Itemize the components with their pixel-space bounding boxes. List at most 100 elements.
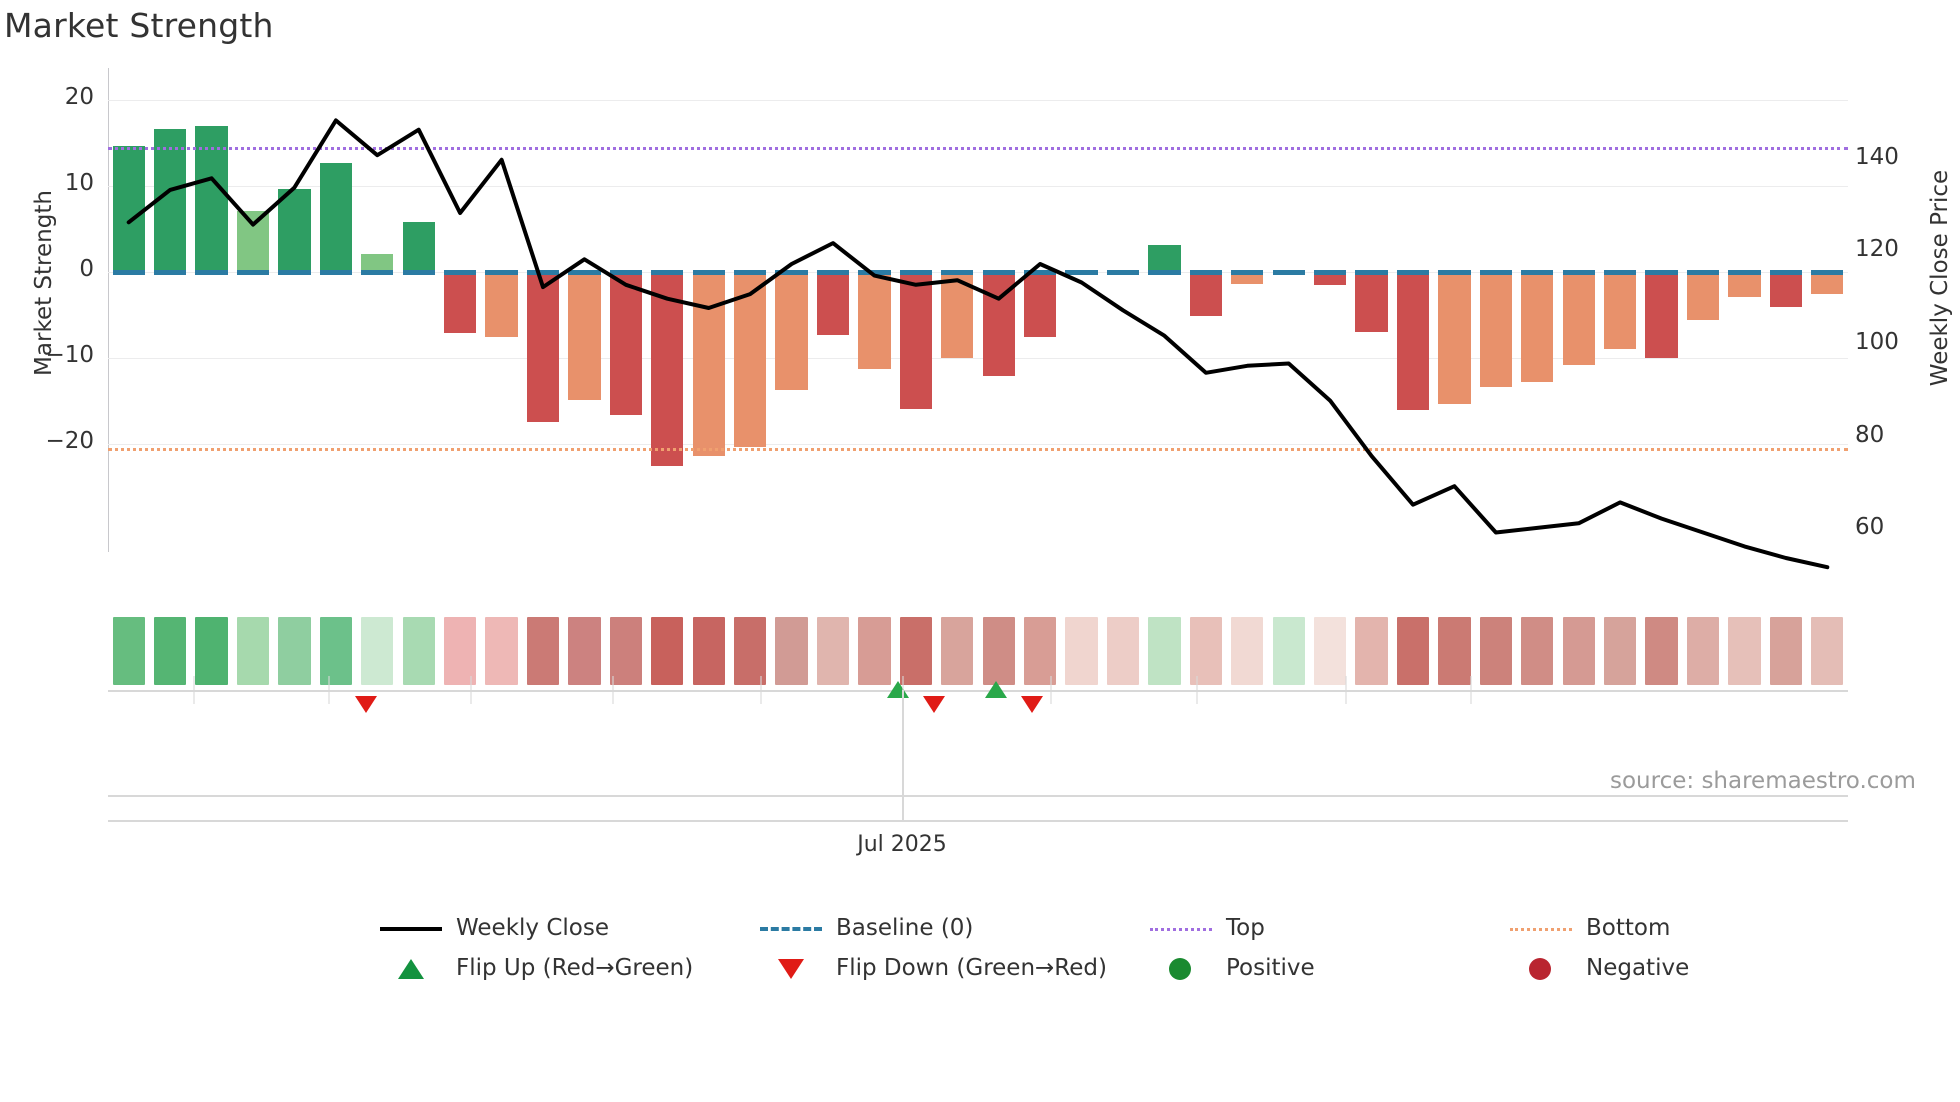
axis-rule-lower — [108, 820, 1848, 822]
heatmap-cell — [1065, 617, 1098, 685]
baseline-segment — [1645, 270, 1678, 275]
baseline-segment — [568, 270, 601, 275]
y-tick-right: 80 — [1855, 421, 1885, 448]
bar — [112, 145, 145, 272]
dashed-line-swatch-icon — [760, 917, 822, 939]
baseline-segment — [1686, 270, 1720, 275]
y-tick-left: 10 — [64, 170, 94, 196]
baseline-segment — [361, 270, 394, 275]
y-tick-right: 120 — [1855, 236, 1899, 263]
baseline-segment — [775, 270, 808, 275]
legend-item-flip-up[interactable]: Flip Up (Red→Green) — [380, 955, 693, 981]
baseline-segment — [278, 270, 311, 275]
baseline-segment — [195, 270, 228, 275]
baseline-segment — [1438, 270, 1471, 275]
legend-item-weekly-close[interactable]: Weekly Close — [380, 915, 609, 941]
heatmap-cell — [1479, 617, 1512, 685]
bar — [1479, 272, 1512, 388]
bar — [1728, 272, 1761, 297]
bar — [1231, 272, 1264, 285]
marker-row-tick — [760, 676, 762, 704]
baseline-segment — [402, 270, 435, 275]
heatmap-cell — [692, 617, 725, 685]
heatmap-cell — [526, 617, 560, 685]
heatmap-cell — [195, 617, 228, 685]
marker-row-tick — [193, 676, 195, 704]
baseline-segment — [1479, 270, 1512, 275]
top-reference-line — [108, 147, 1848, 151]
legend-item-positive[interactable]: Positive — [1150, 955, 1315, 981]
legend-label: Top — [1226, 915, 1265, 941]
baseline-segment — [1148, 270, 1181, 275]
green-circle-icon — [1150, 957, 1212, 980]
legend-item-bottom[interactable]: Bottom — [1510, 915, 1670, 941]
bar — [568, 272, 601, 401]
baseline-segment — [485, 270, 518, 275]
flip-up-marker-icon — [985, 681, 1007, 698]
baseline-segment — [941, 270, 974, 275]
x-tick-label-jul-2025: Jul 2025 — [857, 832, 947, 857]
legend-item-flip-down[interactable]: Flip Down (Green→Red) — [760, 955, 1107, 981]
weekly-close-polyline — [126, 118, 1830, 570]
heatmap-cell — [1811, 617, 1844, 685]
heatmap-cell — [1106, 617, 1140, 685]
heatmap-cell — [858, 617, 891, 685]
bar — [1148, 245, 1181, 272]
baseline-segment — [1106, 270, 1140, 275]
legend-item-baseline[interactable]: Baseline (0) — [760, 915, 973, 941]
marker-row-tick — [328, 676, 330, 704]
bar — [278, 189, 311, 272]
heatmap-cell — [1521, 617, 1554, 685]
heatmap-cell — [402, 617, 435, 685]
baseline-segment — [236, 270, 270, 275]
y-tick-left: −20 — [45, 428, 94, 454]
baseline-segment — [319, 270, 352, 275]
heatmap-cell — [1769, 617, 1802, 685]
marker-row-tick — [1050, 676, 1052, 704]
baseline-segment — [1231, 270, 1264, 275]
heatmap-cell — [443, 617, 477, 685]
legend-item-top[interactable]: Top — [1150, 915, 1265, 941]
heatmap-cell — [775, 617, 808, 685]
baseline-segment — [1811, 270, 1844, 275]
heatmap-cell — [941, 617, 974, 685]
legend-item-negative[interactable]: Negative — [1510, 955, 1689, 981]
baseline-segment — [899, 270, 932, 275]
baseline-segment — [1189, 270, 1222, 275]
bar — [319, 162, 352, 272]
bar — [1189, 272, 1222, 316]
baseline-segment — [1065, 270, 1098, 275]
source-attribution: source: sharemaestro.com — [1610, 768, 1916, 794]
baseline-segment — [1728, 270, 1761, 275]
flip-up-marker-icon — [887, 681, 909, 698]
heatmap-cell — [1438, 617, 1471, 685]
chart-plot-area — [108, 68, 1848, 570]
heatmap-cell — [816, 617, 850, 685]
heatmap-cell — [568, 617, 601, 685]
heatmap-cell — [1603, 617, 1637, 685]
baseline-segment — [651, 270, 684, 275]
heatmap-cell — [278, 617, 311, 685]
baseline-segment — [1272, 270, 1305, 275]
dotted-line-orange-swatch-icon — [1510, 917, 1572, 939]
heatmap-cell — [1023, 617, 1057, 685]
bar — [1023, 272, 1057, 338]
heatmap-cell — [1148, 617, 1181, 685]
chart-legend: Weekly Close Baseline (0) Top Bottom Fli… — [0, 915, 1960, 995]
line-swatch-icon — [380, 917, 442, 939]
baseline-segment — [733, 270, 767, 275]
legend-label: Negative — [1586, 955, 1690, 981]
baseline-segment — [526, 270, 560, 275]
y-tick-right: 60 — [1855, 514, 1885, 541]
bar — [485, 272, 518, 338]
bar — [1355, 272, 1388, 333]
heatmap-cell — [361, 617, 394, 685]
baseline-segment — [153, 270, 187, 275]
bar — [1438, 272, 1471, 404]
y-axis-right-label: Weekly Close Price — [1927, 169, 1953, 387]
bar — [1313, 272, 1347, 285]
legend-label: Positive — [1226, 955, 1315, 981]
bottom-reference-line — [108, 448, 1848, 452]
bar — [1603, 272, 1637, 350]
y-tick-right: 100 — [1855, 329, 1899, 355]
